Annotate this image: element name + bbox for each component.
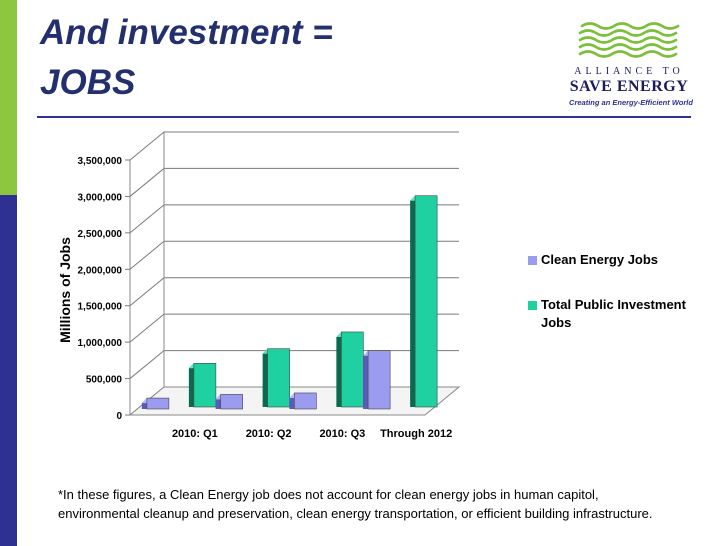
slide-title: And investment = JOBS xyxy=(40,8,480,108)
y-tick-label: 500,000 xyxy=(86,375,123,386)
y-axis-ticks: 0 500,000 1,000,000 1,500,000 2,000,000 2,500… xyxy=(78,156,130,422)
chart-legend: Clean Energy Jobs Total Public Investmen… xyxy=(528,251,718,332)
bar-front-face xyxy=(193,362,217,408)
logo-line-1: ALLIANCE TO xyxy=(574,66,684,77)
bar-side-face xyxy=(262,348,268,407)
title-divider xyxy=(37,116,691,118)
bar-side-face xyxy=(410,195,416,407)
bar-front-face xyxy=(414,195,438,408)
x-category-label: 2010: Q2 xyxy=(246,428,292,440)
y-tick-label: 3,000,000 xyxy=(78,192,123,203)
gridline xyxy=(129,277,459,307)
bar-front-face xyxy=(220,394,243,410)
bar-clean-energy-2 xyxy=(289,392,317,410)
gridline xyxy=(129,167,459,197)
bar-front-face xyxy=(146,397,170,410)
bar-front-face xyxy=(294,392,317,410)
legend-swatch-clean-energy xyxy=(528,256,537,265)
bar-clean-energy-1 xyxy=(215,394,243,410)
bar-front-face xyxy=(341,331,364,408)
bar-front-face xyxy=(267,348,290,408)
legend-label-total-public: Total Public Investment Jobs xyxy=(541,297,686,330)
bar-total-public-1 xyxy=(262,348,290,408)
bar-clean-energy-3 xyxy=(363,350,391,410)
chart-frame xyxy=(128,132,461,416)
x-axis-categories: 2010: Q1 2010: Q2 2010: Q3 Through 2012 xyxy=(172,428,452,440)
legend-item-clean-energy: Clean Energy Jobs xyxy=(528,251,718,269)
bar-side-face xyxy=(336,331,342,407)
y-tick-label: 3,500,000 xyxy=(78,156,123,167)
logo-line-2: SAVE ENERGY xyxy=(569,78,689,95)
gridline xyxy=(129,350,459,379)
chart-gridlines xyxy=(129,131,459,416)
bar-clean-energy-0 xyxy=(141,397,170,410)
y-tick-label: 1,000,000 xyxy=(78,338,123,349)
bar-side-face xyxy=(188,363,194,407)
y-tick-label: 0 xyxy=(116,411,122,422)
legend-label-clean-energy: Clean Energy Jobs xyxy=(541,252,659,267)
slide-title-line-1: And investment = xyxy=(40,13,333,52)
x-category-label: 2010: Q1 xyxy=(172,428,218,440)
gridline xyxy=(129,240,459,270)
y-tick-label: 2,500,000 xyxy=(78,229,123,240)
logo-tagline: Creating an Energy-Efficient World xyxy=(569,98,693,107)
accent-bar-green xyxy=(0,0,17,195)
bar-total-public-0 xyxy=(188,362,217,408)
bar-front-face xyxy=(367,350,391,410)
y-tick-label: 2,000,000 xyxy=(78,265,123,276)
slide-title-line-2: JOBS xyxy=(40,63,136,102)
bar-total-public-2 xyxy=(336,331,364,408)
accent-bar-navy xyxy=(0,195,17,546)
alliance-logo-waves-icon xyxy=(578,22,680,58)
legend-item-total-public: Total Public Investment Jobs xyxy=(528,296,718,332)
x-category-label: 2010: Q3 xyxy=(319,428,365,440)
gridline xyxy=(129,131,459,161)
bar-side-face xyxy=(363,350,369,409)
footnote: *In these figures, a Clean Energy job do… xyxy=(58,487,653,521)
gridline xyxy=(129,204,459,234)
bar-total-public-3 xyxy=(410,195,438,408)
y-tick-label: 1,500,000 xyxy=(78,302,123,313)
x-category-label: Through 2012 xyxy=(380,428,452,440)
legend-swatch-total-public xyxy=(528,301,537,310)
chart-bars xyxy=(141,195,438,410)
y-axis-label: Millions of Jobs xyxy=(57,237,73,343)
gridline xyxy=(129,313,459,343)
